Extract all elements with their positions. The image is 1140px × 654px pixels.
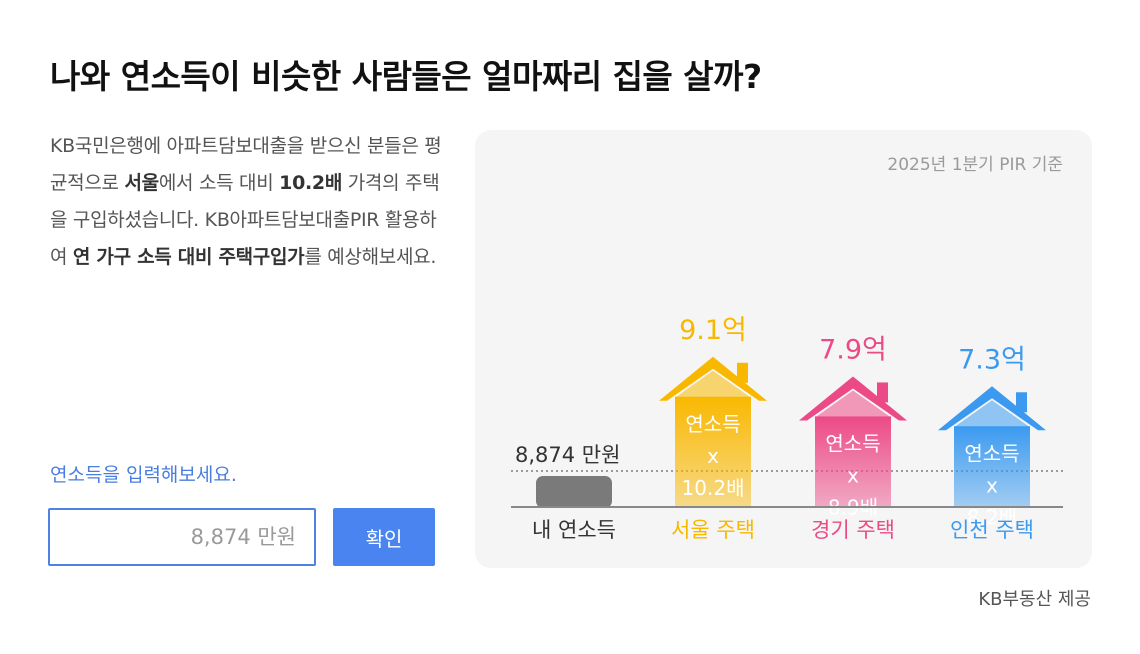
price-label: 7.3억: [958, 344, 1026, 375]
house-chimney: [1016, 392, 1027, 413]
page-title: 나와 연소득이 비슷한 사람들은 얼마짜리 집을 살까?: [50, 57, 762, 96]
basis-note: 2025년 1분기 PIR 기준: [887, 155, 1063, 175]
house-roof: [659, 356, 767, 401]
category-label: 서울 주택: [671, 518, 755, 542]
pir-formula-text: 8.2배: [967, 505, 1017, 529]
pir-formula-text: x: [707, 444, 719, 468]
house-roof-inner: [675, 370, 751, 398]
description-highlight: 10.2배: [279, 172, 343, 194]
pir-formula-text: 연소득: [685, 412, 740, 436]
category-label: 내 연소득: [532, 518, 616, 542]
pir-formula-text: 10.2배: [682, 476, 745, 500]
house-roof-inner: [815, 390, 891, 418]
description-text: KB국민은행에 아파트담보대출을 받으신 분들은 평균적으로: [50, 135, 442, 194]
pir-formula-text: 연소득: [825, 431, 880, 455]
house-body: [815, 416, 891, 506]
income-input[interactable]: [48, 508, 316, 566]
house-roof: [938, 386, 1046, 431]
house-roof: [799, 376, 907, 421]
house-body: [954, 426, 1030, 506]
category-label: 인천 주택: [950, 518, 1034, 542]
description-text: 가격의 주택을 구입하셨습니다. KB아파트담보대출PIR 활용하여: [50, 172, 440, 268]
source-credit: KB부동산 제공: [978, 589, 1091, 610]
description: KB국민은행에 아파트담보대출을 받으신 분들은 평균적으로 서울에서 소득 대…: [50, 128, 450, 276]
house-chimney: [877, 382, 888, 403]
price-label: 7.9억: [819, 334, 887, 365]
my-income-bar: [536, 476, 612, 508]
house-body: [675, 396, 751, 506]
description-highlight: 서울: [124, 172, 159, 194]
house-roof-inner: [954, 400, 1030, 428]
category-label: 경기 주택: [811, 518, 895, 542]
description-text: 에서 소득 대비: [158, 172, 280, 194]
price-label: 9.1억: [679, 315, 747, 346]
description-text: 를 예상해보세요.: [304, 246, 437, 268]
confirm-button[interactable]: 확인: [333, 508, 435, 566]
my-income-label: 8,874 만원: [515, 443, 620, 467]
pir-formula-text: x: [986, 473, 998, 497]
pir-formula-text: 연소득: [964, 441, 1019, 465]
income-prompt: 연소득을 입력해보세요.: [50, 464, 237, 486]
description-highlight: 연 가구 소득 대비 주택구입가: [72, 246, 305, 268]
pir-formula-text: x: [847, 463, 859, 487]
house-chimney: [737, 362, 748, 383]
